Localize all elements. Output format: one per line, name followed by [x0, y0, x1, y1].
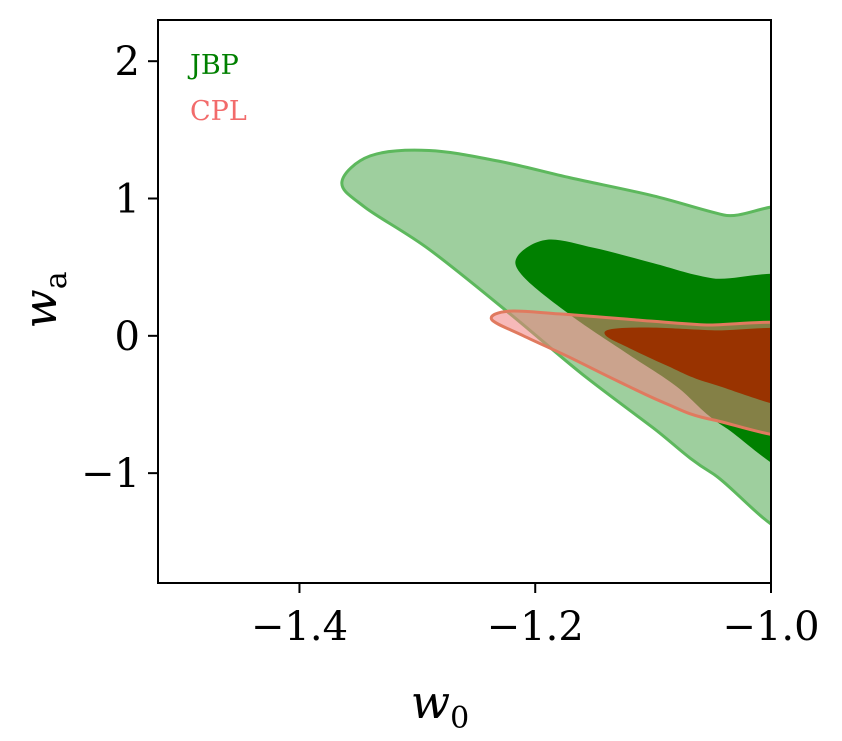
y-tick-label: 1: [115, 177, 140, 223]
x-tick-label: −1.0: [722, 604, 819, 650]
x-tick-label: −1.4: [251, 604, 348, 650]
x-axis: −1.4 −1.2 −1.0: [251, 583, 820, 650]
y-tick-label: 0: [115, 314, 140, 360]
legend-entry-jbp: JBP: [187, 50, 239, 81]
x-tick-label: −1.2: [487, 604, 584, 650]
x-axis-title: w0: [411, 675, 469, 736]
legend: JBP CPL: [187, 50, 247, 127]
plot-frame: [157, 19, 772, 584]
legend-entry-cpl: CPL: [190, 96, 247, 127]
y-axis: 2 1 0 −1: [81, 39, 158, 497]
y-tick-label: −1: [81, 451, 140, 497]
y-axis-title: wa: [13, 271, 74, 328]
y-tick-label: 2: [115, 39, 140, 85]
contour-layer: [340, 148, 771, 526]
contour-cpl-inner: [604, 327, 771, 404]
